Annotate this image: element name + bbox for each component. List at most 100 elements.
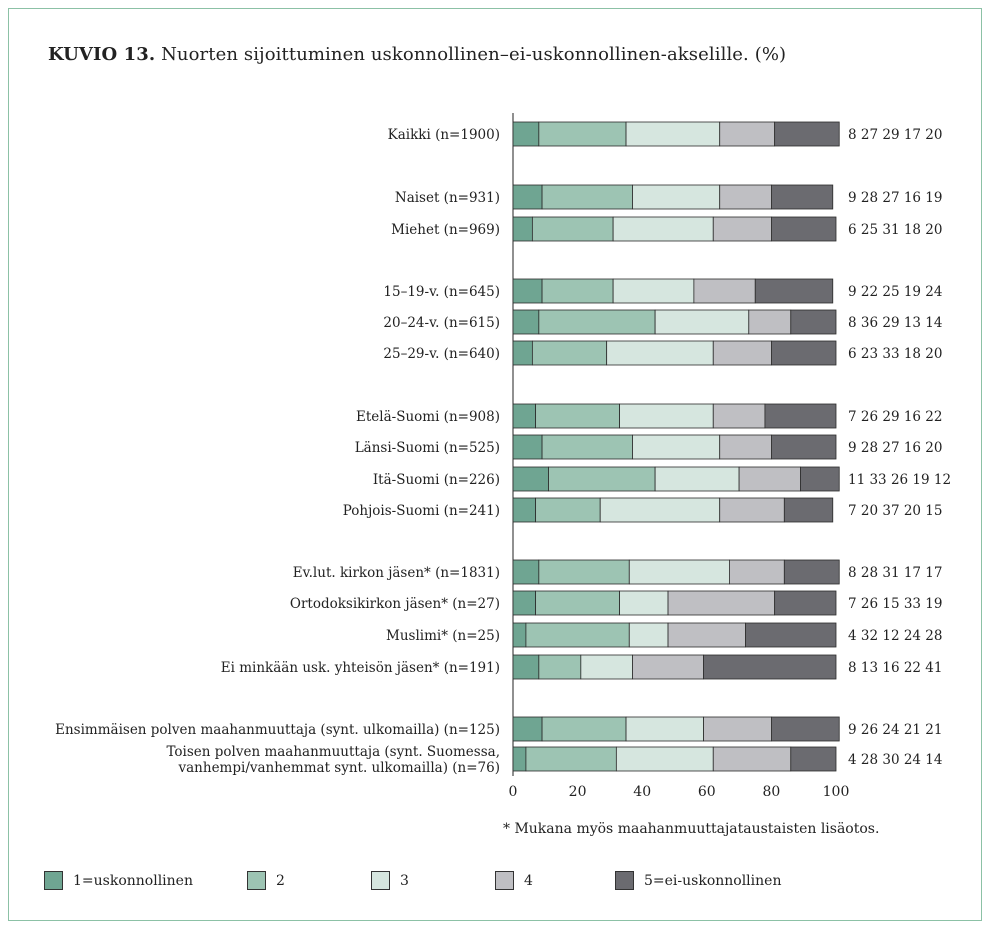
row-values-label: 9 28 27 16 19 — [848, 190, 942, 206]
bar-segment — [712, 216, 772, 242]
bar-segment — [654, 309, 750, 335]
bar-segment — [619, 590, 669, 616]
row-values-label: 4 28 30 24 14 — [848, 752, 942, 768]
bar-segment — [790, 746, 837, 772]
legend-swatch — [495, 871, 514, 890]
category-label: vanhempi/vanhemmat synt. ulkomailla) (n=… — [178, 760, 501, 776]
legend-label: 3 — [400, 872, 409, 889]
bar-segment — [712, 340, 772, 366]
bar-segment — [712, 403, 766, 429]
category-label: Naiset (n=931) — [395, 190, 500, 206]
bar-segment — [628, 559, 730, 585]
category-label: 25–29-v. (n=640) — [383, 346, 500, 362]
legend-swatch — [615, 871, 634, 890]
bar-segment — [538, 654, 582, 680]
bar-segment — [771, 184, 834, 210]
row-values-label: 4 32 12 24 28 — [848, 628, 942, 644]
legend-label: 4 — [524, 872, 533, 889]
bar-segment — [748, 309, 792, 335]
category-label: Ei minkään usk. yhteisön jäsen* (n=191) — [221, 660, 500, 676]
x-tick-label: 100 — [823, 784, 850, 800]
footnote: * Mukana myös maahanmuuttajataustaisten … — [503, 821, 880, 837]
title-figure-number: KUVIO 13. — [48, 44, 156, 65]
bar-segment — [774, 590, 837, 616]
category-label: 20–24-v. (n=615) — [383, 315, 500, 331]
bar-segment — [612, 216, 714, 242]
bar-segment — [667, 622, 746, 648]
bar-segment — [719, 121, 776, 147]
bar-segment — [512, 466, 549, 492]
bar-segment — [754, 278, 834, 304]
bar-segment — [619, 403, 714, 429]
bar-segment — [512, 716, 543, 742]
category-label: Pohjois-Suomi (n=241) — [343, 503, 500, 519]
row-values-label: 9 28 27 16 20 — [848, 440, 942, 456]
row-values-label: 9 26 24 21 21 — [848, 722, 942, 738]
bar-segment — [654, 466, 740, 492]
category-label: Itä-Suomi (n=226) — [373, 472, 500, 488]
bar-segment — [719, 497, 785, 523]
bar-segment — [512, 654, 540, 680]
bar-segment — [538, 559, 630, 585]
bar-segment — [771, 340, 837, 366]
bar-segment — [719, 184, 772, 210]
bar-segment — [541, 434, 633, 460]
legend-item: 5=ei-uskonnollinen — [615, 871, 781, 890]
bar-segment — [745, 622, 837, 648]
row-values-label: 6 25 31 18 20 — [848, 222, 942, 238]
legend-item: 4 — [495, 871, 533, 890]
bar-segment — [790, 309, 837, 335]
bar-segment — [548, 466, 656, 492]
bar-segment — [525, 746, 617, 772]
bar-segment — [535, 497, 601, 523]
bar-segment — [512, 559, 540, 585]
bar-segment — [541, 278, 614, 304]
bar-segment — [535, 590, 620, 616]
x-tick-label: 60 — [698, 784, 716, 800]
bar-segment — [628, 622, 669, 648]
bar-segment — [512, 590, 537, 616]
category-label: Länsi-Suomi (n=525) — [355, 440, 500, 456]
bar-segment — [774, 121, 840, 147]
bar-segment — [632, 434, 721, 460]
category-label: Muslimi* (n=25) — [386, 628, 500, 644]
bar-segment — [625, 121, 721, 147]
bar-segment — [625, 716, 704, 742]
legend-swatch — [371, 871, 390, 890]
bar-segment — [632, 184, 721, 210]
bar-segment — [512, 184, 543, 210]
row-values-label: 7 26 29 16 22 — [848, 409, 942, 425]
category-label: Ev.lut. kirkon jäsen* (n=1831) — [293, 565, 500, 581]
legend-item: 3 — [371, 871, 409, 890]
bar-segment — [764, 403, 837, 429]
figure-frame — [8, 8, 982, 921]
bar-segment — [712, 746, 792, 772]
row-values-label: 11 33 26 19 12 — [848, 472, 951, 488]
category-label: 15–19-v. (n=645) — [383, 284, 500, 300]
bar-segment — [512, 278, 543, 304]
bar-segment — [541, 716, 627, 742]
row-values-label: 6 23 33 18 20 — [848, 346, 942, 362]
bar-segment — [535, 403, 620, 429]
row-values-label: 7 26 15 33 19 — [848, 596, 942, 612]
category-label: Miehet (n=969) — [391, 222, 500, 238]
bar-segment — [512, 309, 540, 335]
bar-segment — [538, 309, 656, 335]
bar-segment — [525, 622, 630, 648]
bar-segment — [606, 340, 714, 366]
category-label: Kaikki (n=1900) — [388, 127, 500, 143]
bar-segment — [512, 434, 543, 460]
x-tick-label: 20 — [569, 784, 587, 800]
title-text: Nuorten sijoittuminen uskonnollinen–ei-u… — [155, 44, 787, 65]
bar-segment — [541, 184, 633, 210]
bar-segment — [738, 466, 801, 492]
bar-segment — [531, 340, 608, 366]
bar-segment — [512, 403, 537, 429]
bar-segment — [771, 434, 837, 460]
bar-segment — [512, 746, 527, 772]
bar-segment — [783, 559, 840, 585]
row-values-label: 8 13 16 22 41 — [848, 660, 942, 676]
bar-segment — [599, 497, 721, 523]
bar-segment — [615, 746, 714, 772]
category-label: Toisen polven maahanmuuttaja (synt. Suom… — [166, 744, 500, 760]
